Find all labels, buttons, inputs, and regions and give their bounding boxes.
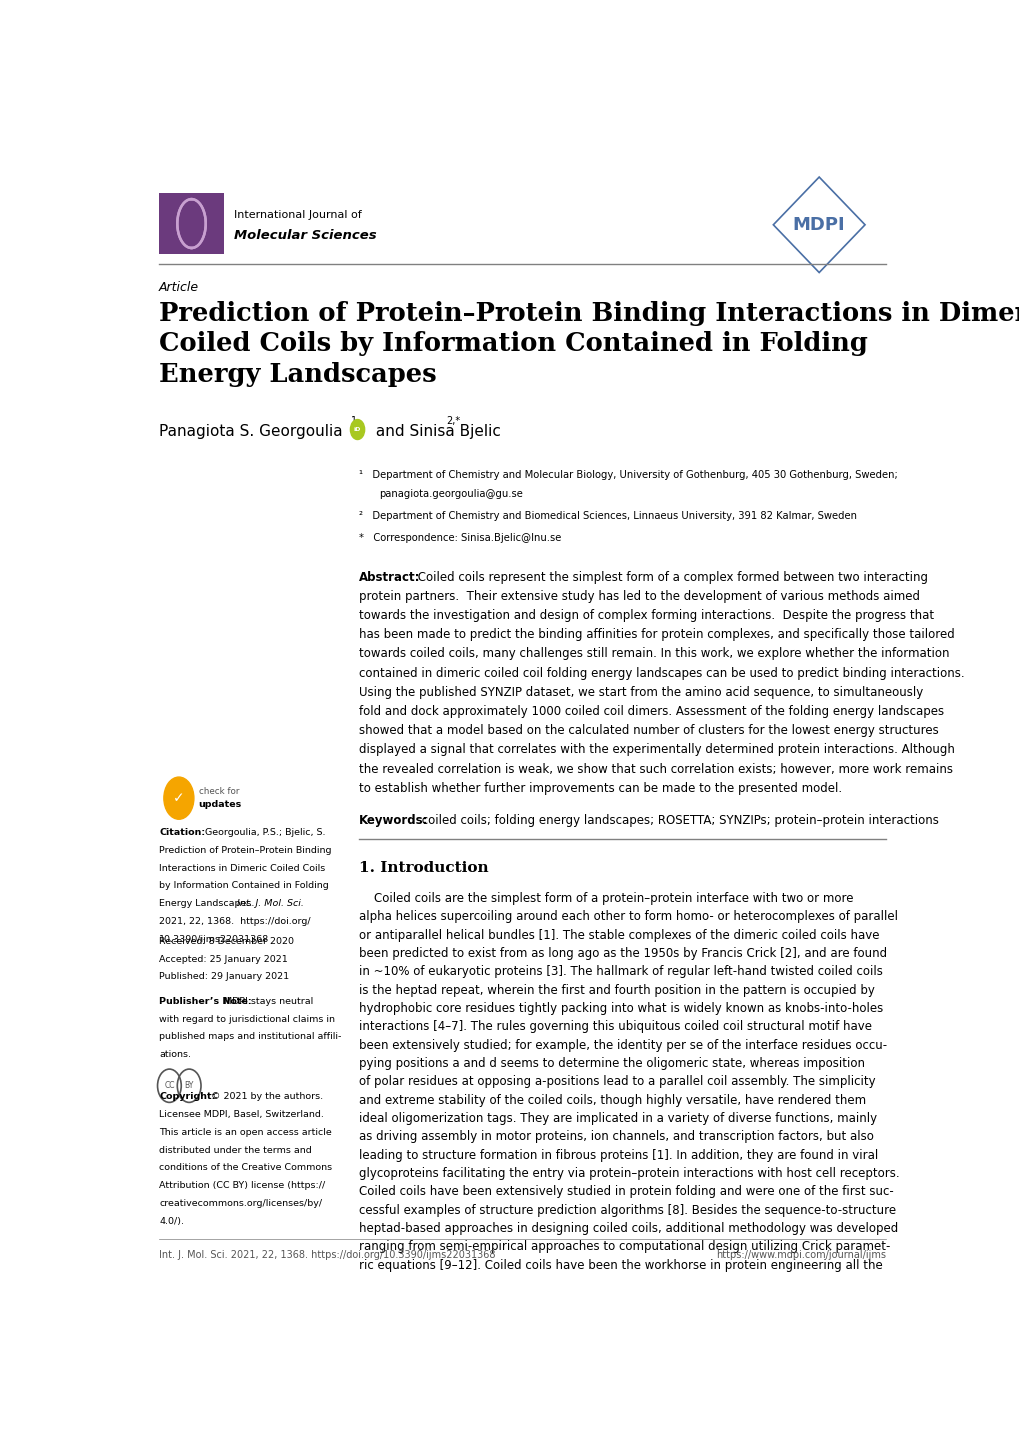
Text: Int. J. Mol. Sci.: Int. J. Mol. Sci.	[236, 900, 304, 908]
Text: cessful examples of structure prediction algorithms [8]. Besides the sequence-to: cessful examples of structure prediction…	[359, 1204, 896, 1217]
Circle shape	[164, 777, 194, 819]
Text: displayed a signal that correlates with the experimentally determined protein in: displayed a signal that correlates with …	[359, 744, 954, 757]
Text: with regard to jurisdictional claims in: with regard to jurisdictional claims in	[159, 1015, 335, 1024]
Text: Coiled coils represent the simplest form of a complex formed between two interac: Coiled coils represent the simplest form…	[414, 571, 927, 584]
Text: Keywords:: Keywords:	[359, 815, 428, 828]
Text: *   Correspondence: Sinisa.Bjelic@lnu.se: * Correspondence: Sinisa.Bjelic@lnu.se	[359, 534, 560, 544]
Text: iD: iD	[354, 427, 361, 433]
Text: to establish whether further improvements can be made to the presented model.: to establish whether further improvement…	[359, 782, 842, 795]
Text: 2021, 22, 1368.  https://doi.org/: 2021, 22, 1368. https://doi.org/	[159, 917, 311, 926]
Text: Prediction of Protein–Protein Binding Interactions in Dimeric
Coiled Coils by In: Prediction of Protein–Protein Binding In…	[159, 301, 1019, 386]
Text: towards the investigation and design of complex forming interactions.  Despite t: towards the investigation and design of …	[359, 609, 933, 622]
Text: glycoproteins facilitating the entry via protein–protein interactions with host : glycoproteins facilitating the entry via…	[359, 1167, 899, 1180]
Text: Molecular Sciences: Molecular Sciences	[234, 229, 376, 242]
Text: Using the published SYNZIP dataset, we start from the amino acid sequence, to si: Using the published SYNZIP dataset, we s…	[359, 686, 922, 699]
Text: hydrophobic core residues tightly packing into what is widely known as knobs-int: hydrophobic core residues tightly packin…	[359, 1002, 882, 1015]
Text: Interactions in Dimeric Coiled Coils: Interactions in Dimeric Coiled Coils	[159, 864, 325, 872]
Text: conditions of the Creative Commons: conditions of the Creative Commons	[159, 1164, 332, 1172]
Text: 1: 1	[351, 417, 357, 427]
Text: ²   Department of Chemistry and Biomedical Sciences, Linnaeus University, 391 82: ² Department of Chemistry and Biomedical…	[359, 512, 856, 522]
Text: Panagiota S. Georgoulia: Panagiota S. Georgoulia	[159, 424, 342, 438]
Text: contained in dimeric coiled coil folding energy landscapes can be used to predic: contained in dimeric coiled coil folding…	[359, 666, 964, 679]
Text: ric equations [9–12]. Coiled coils have been the workhorse in protein engineerin: ric equations [9–12]. Coiled coils have …	[359, 1259, 882, 1272]
Text: ranging from semi-empirical approaches to computational design utilizing Crick p: ranging from semi-empirical approaches t…	[359, 1240, 890, 1253]
Text: creativecommons.org/licenses/by/: creativecommons.org/licenses/by/	[159, 1198, 322, 1208]
Text: the revealed correlation is weak, we show that such correlation exists; however,: the revealed correlation is weak, we sho…	[359, 763, 952, 776]
Text: and Sinisa Bjelic: and Sinisa Bjelic	[371, 424, 505, 438]
Text: 4.0/).: 4.0/).	[159, 1217, 184, 1226]
Text: ✓: ✓	[173, 792, 184, 805]
Text: Coiled coils are the simplest form of a protein–protein interface with two or mo: Coiled coils are the simplest form of a …	[359, 893, 853, 906]
Text: https://www.mdpi.com/journal/ijms: https://www.mdpi.com/journal/ijms	[715, 1250, 886, 1260]
Text: been predicted to exist from as long ago as the 1950s by Francis Crick [2], and : been predicted to exist from as long ago…	[359, 947, 887, 960]
Text: or antiparallel helical bundles [1]. The stable complexes of the dimeric coiled : or antiparallel helical bundles [1]. The…	[359, 929, 878, 942]
Text: Accepted: 25 January 2021: Accepted: 25 January 2021	[159, 955, 287, 963]
Text: panagiota.georgoulia@gu.se: panagiota.georgoulia@gu.se	[378, 489, 523, 499]
Text: MDPI stays neutral: MDPI stays neutral	[220, 996, 313, 1007]
Text: International Journal of: International Journal of	[234, 211, 362, 221]
Text: Published: 29 January 2021: Published: 29 January 2021	[159, 972, 289, 982]
Text: 2,*: 2,*	[445, 417, 460, 427]
Text: been extensively studied; for example, the identity per se of the interface resi: been extensively studied; for example, t…	[359, 1038, 887, 1051]
Text: Energy Landscapes.: Energy Landscapes.	[159, 900, 257, 908]
Text: coiled coils; folding energy landscapes; ROSETTA; SYNZIPs; protein–protein inter: coiled coils; folding energy landscapes;…	[417, 815, 937, 828]
Text: Georgoulia, P.S.; Bjelic, S.: Georgoulia, P.S.; Bjelic, S.	[202, 828, 325, 838]
Text: Copyright:: Copyright:	[159, 1093, 215, 1102]
Text: CC: CC	[164, 1082, 174, 1090]
Text: ations.: ations.	[159, 1050, 191, 1060]
Text: in ~10% of eukaryotic proteins [3]. The hallmark of regular left-hand twisted co: in ~10% of eukaryotic proteins [3]. The …	[359, 965, 882, 978]
Text: distributed under the terms and: distributed under the terms and	[159, 1146, 312, 1155]
Text: of polar residues at opposing a-positions lead to a parallel coil assembly. The : of polar residues at opposing a-position…	[359, 1076, 875, 1089]
Text: 10.3390/ijms22031368: 10.3390/ijms22031368	[159, 934, 269, 943]
Text: Article: Article	[159, 281, 199, 294]
Text: alpha helices supercoiling around each other to form homo- or heterocomplexes of: alpha helices supercoiling around each o…	[359, 910, 898, 923]
Text: Int. J. Mol. Sci. 2021, 22, 1368. https://doi.org/10.3390/ijms22031368: Int. J. Mol. Sci. 2021, 22, 1368. https:…	[159, 1250, 495, 1260]
Text: by Information Contained in Folding: by Information Contained in Folding	[159, 881, 328, 891]
Text: BY: BY	[184, 1082, 194, 1090]
Text: showed that a model based on the calculated number of clusters for the lowest en: showed that a model based on the calcula…	[359, 724, 937, 737]
Text: check for: check for	[199, 787, 238, 796]
Text: This article is an open access article: This article is an open access article	[159, 1128, 331, 1136]
Text: leading to structure formation in fibrous proteins [1]. In addition, they are fo: leading to structure formation in fibrou…	[359, 1149, 877, 1162]
Text: Publisher’s Note:: Publisher’s Note:	[159, 996, 252, 1007]
Text: Received: 8 December 2020: Received: 8 December 2020	[159, 937, 293, 946]
Text: updates: updates	[199, 800, 242, 809]
Text: and extreme stability of the coiled coils, though highly versatile, have rendere: and extreme stability of the coiled coil…	[359, 1093, 865, 1106]
Text: Abstract:: Abstract:	[359, 571, 420, 584]
Text: fold and dock approximately 1000 coiled coil dimers. Assessment of the folding e: fold and dock approximately 1000 coiled …	[359, 705, 944, 718]
Text: published maps and institutional affili-: published maps and institutional affili-	[159, 1032, 341, 1041]
Circle shape	[351, 420, 365, 440]
Text: as driving assembly in motor proteins, ion channels, and transcription factors, : as driving assembly in motor proteins, i…	[359, 1131, 873, 1144]
FancyBboxPatch shape	[159, 193, 224, 254]
Text: interactions [4–7]. The rules governing this ubiquitous coiled coil structural m: interactions [4–7]. The rules governing …	[359, 1021, 871, 1034]
Text: Citation:: Citation:	[159, 828, 205, 838]
Text: heptad-based approaches in designing coiled coils, additional methodology was de: heptad-based approaches in designing coi…	[359, 1221, 898, 1234]
Text: protein partners.  Their extensive study has led to the development of various m: protein partners. Their extensive study …	[359, 590, 919, 603]
Text: Licensee MDPI, Basel, Switzerland.: Licensee MDPI, Basel, Switzerland.	[159, 1110, 324, 1119]
Text: ¹   Department of Chemistry and Molecular Biology, University of Gothenburg, 405: ¹ Department of Chemistry and Molecular …	[359, 470, 897, 480]
Text: is the heptad repeat, wherein the first and fourth position in the pattern is oc: is the heptad repeat, wherein the first …	[359, 983, 874, 996]
Text: © 2021 by the authors.: © 2021 by the authors.	[208, 1093, 323, 1102]
Text: MDPI: MDPI	[792, 216, 845, 234]
Text: ideal oligomerization tags. They are implicated in a variety of diverse function: ideal oligomerization tags. They are imp…	[359, 1112, 876, 1125]
Text: Coiled coils have been extensively studied in protein folding and were one of th: Coiled coils have been extensively studi…	[359, 1185, 893, 1198]
Text: has been made to predict the binding affinities for protein complexes, and speci: has been made to predict the binding aff…	[359, 629, 954, 642]
Text: Attribution (CC BY) license (https://: Attribution (CC BY) license (https://	[159, 1181, 325, 1190]
Text: 1. Introduction: 1. Introduction	[359, 861, 488, 875]
Text: towards coiled coils, many challenges still remain. In this work, we explore whe: towards coiled coils, many challenges st…	[359, 647, 949, 660]
Text: Prediction of Protein–Protein Binding: Prediction of Protein–Protein Binding	[159, 846, 331, 855]
Text: pying positions a and d seems to determine the oligomeric state, whereas imposit: pying positions a and d seems to determi…	[359, 1057, 864, 1070]
